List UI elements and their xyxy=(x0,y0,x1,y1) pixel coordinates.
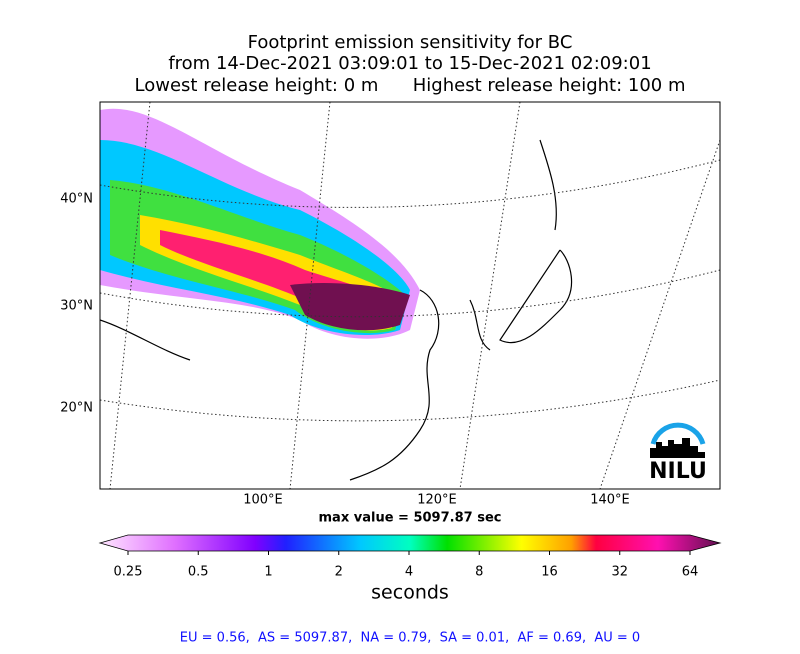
lon-label: 120°E xyxy=(417,493,457,508)
lon-label: 140°E xyxy=(590,493,630,508)
colorbar-label: seconds xyxy=(371,582,449,604)
colorbar-tick-label: 32 xyxy=(611,565,628,580)
colorbar-tick-label: 0.5 xyxy=(188,565,209,580)
lon-label: 100°E xyxy=(243,493,283,508)
colorbar-tick-label: 2 xyxy=(335,565,343,580)
colorbar xyxy=(98,534,722,552)
lat-label: 30°N xyxy=(60,299,93,314)
colorbar-tick-label: 4 xyxy=(405,565,413,580)
map-frame xyxy=(99,101,721,490)
logo: NILU xyxy=(649,459,707,484)
lat-label: 20°N xyxy=(60,401,93,416)
colorbar-tick-label: 1 xyxy=(264,565,272,580)
title-line: from 14-Dec-2021 03:09:01 to 15-Dec-2021… xyxy=(168,53,651,74)
map: NILU xyxy=(100,102,720,489)
colorbar-tick-label: 64 xyxy=(682,565,699,580)
colorbar-tick-label: 0.25 xyxy=(114,565,143,580)
lat-label: 40°N xyxy=(60,192,93,207)
title-line: Footprint emission sensitivity for BC xyxy=(248,32,573,53)
colorbar-tick-label: 16 xyxy=(541,565,558,580)
max-value: max value = 5097.87 sec xyxy=(319,511,502,526)
title: Footprint emission sensitivity for BC fr… xyxy=(135,32,686,96)
footer: EU = 0.56, AS = 5097.87, NA = 0.79, SA =… xyxy=(180,631,640,646)
title-line: Lowest release height: 0 m Highest relea… xyxy=(135,75,686,96)
colorbar-tick-label: 8 xyxy=(475,565,483,580)
